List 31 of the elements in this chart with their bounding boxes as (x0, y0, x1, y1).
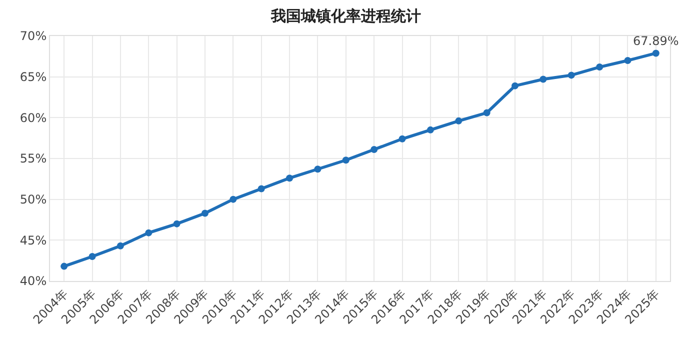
y-tick-label: 65% (20, 70, 47, 84)
y-tick-label: 45% (20, 233, 47, 248)
y-tick-label: 70% (20, 29, 47, 44)
point (88, 253, 96, 260)
point (455, 117, 462, 124)
y-tick-label: 60% (20, 110, 47, 125)
point (314, 166, 322, 173)
point (145, 229, 152, 236)
point (230, 196, 237, 203)
point (286, 174, 294, 182)
point (258, 185, 265, 192)
point (173, 220, 180, 228)
chart-title: 我国城镇化率进程统计 (270, 7, 421, 26)
point (652, 50, 660, 57)
point (202, 210, 208, 217)
data-label: 67.89% (633, 34, 679, 48)
point (60, 262, 68, 270)
point (624, 57, 632, 64)
point (116, 242, 124, 250)
point (398, 135, 406, 142)
y-tick-label: 40% (20, 274, 47, 288)
point (426, 126, 434, 134)
y-tick-label: 55% (20, 152, 47, 166)
point (596, 64, 604, 71)
point (483, 109, 490, 116)
point (512, 82, 518, 90)
point (342, 156, 350, 164)
point (568, 72, 575, 79)
point (370, 146, 378, 154)
y-tick-label: 50% (20, 192, 47, 207)
point (540, 76, 547, 83)
